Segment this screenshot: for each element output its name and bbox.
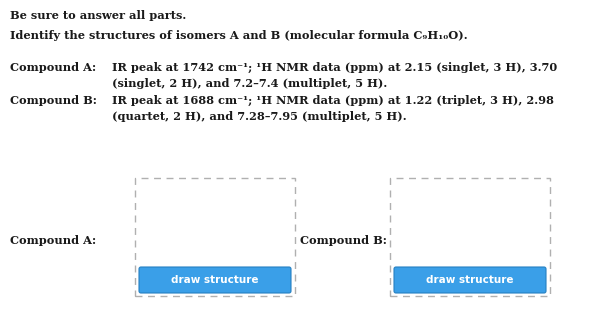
Text: Compound B:: Compound B: <box>10 95 97 106</box>
Bar <box>135 178 295 296</box>
FancyBboxPatch shape <box>139 267 291 293</box>
Text: IR peak at 1688 cm⁻¹; ¹H NMR data (ppm) at 1.22 (triplet, 3 H), 2.98: IR peak at 1688 cm⁻¹; ¹H NMR data (ppm) … <box>112 95 554 106</box>
Text: Compound A:: Compound A: <box>10 62 96 73</box>
Text: draw structure: draw structure <box>171 275 259 285</box>
Text: Identify the structures of isomers A and B (molecular formula C₉H₁₀O).: Identify the structures of isomers A and… <box>10 30 468 41</box>
Text: (singlet, 2 H), and 7.2–7.4 (multiplet, 5 H).: (singlet, 2 H), and 7.2–7.4 (multiplet, … <box>112 78 387 89</box>
Text: draw structure: draw structure <box>426 275 514 285</box>
FancyBboxPatch shape <box>394 267 546 293</box>
Text: (quartet, 2 H), and 7.28–7.95 (multiplet, 5 H).: (quartet, 2 H), and 7.28–7.95 (multiplet… <box>112 111 407 122</box>
Text: Compound A:: Compound A: <box>10 235 96 246</box>
Text: Compound B:: Compound B: <box>300 235 387 246</box>
Bar <box>390 178 550 296</box>
Text: Be sure to answer all parts.: Be sure to answer all parts. <box>10 10 186 21</box>
Text: IR peak at 1742 cm⁻¹; ¹H NMR data (ppm) at 2.15 (singlet, 3 H), 3.70: IR peak at 1742 cm⁻¹; ¹H NMR data (ppm) … <box>112 62 557 73</box>
